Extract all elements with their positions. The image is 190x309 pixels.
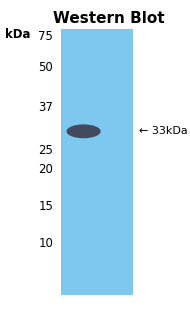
- Text: 10: 10: [38, 237, 53, 250]
- Ellipse shape: [66, 125, 101, 138]
- Text: 75: 75: [38, 30, 53, 43]
- Text: ← 33kDa: ← 33kDa: [139, 126, 188, 136]
- Text: kDa: kDa: [5, 28, 30, 41]
- Text: 25: 25: [38, 144, 53, 157]
- Text: 20: 20: [38, 163, 53, 176]
- Text: 37: 37: [38, 101, 53, 114]
- Bar: [61, 29, 133, 295]
- Text: Western Blot: Western Blot: [53, 11, 165, 26]
- Text: 15: 15: [38, 200, 53, 213]
- Text: 50: 50: [38, 61, 53, 74]
